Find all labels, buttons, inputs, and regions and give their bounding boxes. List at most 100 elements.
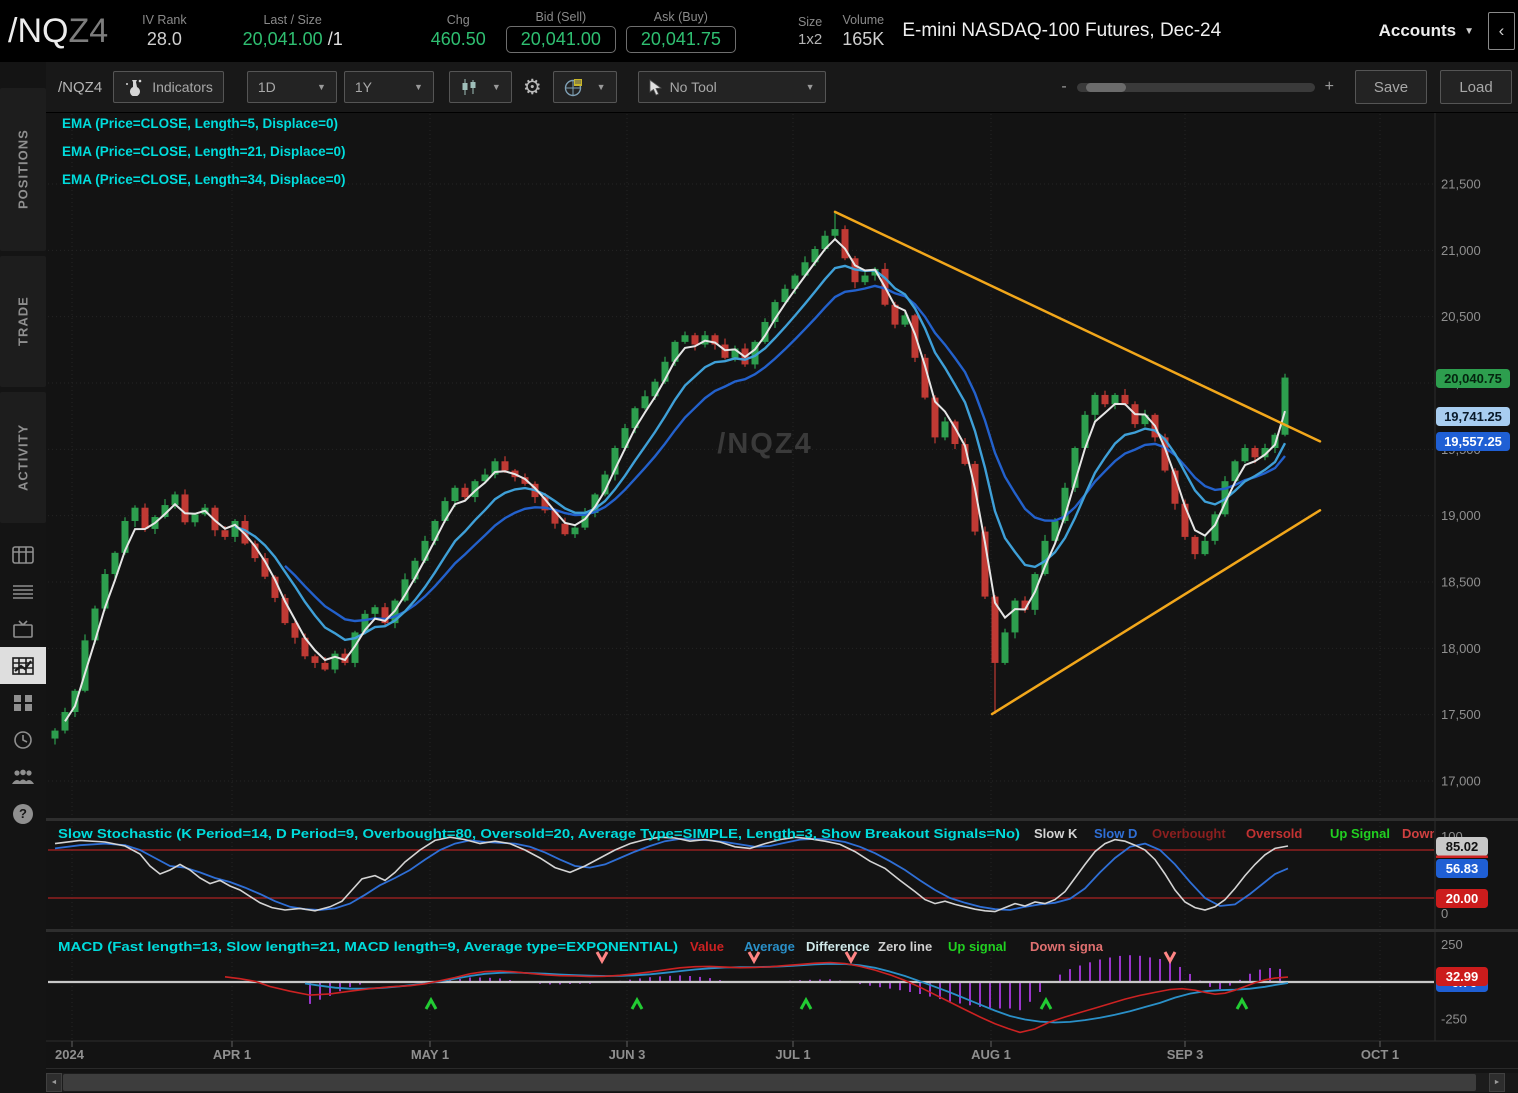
svg-text:85.02: 85.02 (1446, 839, 1479, 854)
zoom-in-button[interactable]: + (1324, 78, 1334, 95)
symbol-watermark: /NQZ4 (717, 428, 812, 460)
chart-mode-dropdown[interactable]: ▼ (552, 71, 617, 103)
svg-text:17,500: 17,500 (1441, 707, 1481, 722)
macd-label: MACD (Fast length=13, Slow length=21, MA… (58, 939, 678, 954)
stochastic-label: Slow Stochastic (K Period=14, D Period=9… (58, 826, 1020, 841)
grid-icon[interactable] (0, 684, 46, 721)
chart-symbol-label: /NQZ4 (58, 78, 103, 96)
macd-legend-item: Value (690, 939, 724, 954)
zoom-slider[interactable] (1076, 82, 1315, 92)
svg-text:21,500: 21,500 (1441, 177, 1481, 192)
chg-label: Chg (446, 12, 470, 27)
svg-text:19,000: 19,000 (1441, 508, 1481, 523)
gridlines (48, 114, 1434, 1041)
chart-toolbar: /NQZ4 Indicators 1D ▼ 1Y ▼ ▼ ⚙ (46, 62, 1518, 113)
help-icon[interactable]: ? (0, 795, 46, 832)
oversold-badge: 20.00 (1436, 889, 1488, 908)
svg-text:SEP 3: SEP 3 (1167, 1047, 1204, 1062)
drawing-tool-dropdown[interactable]: No Tool ▼ (637, 71, 826, 103)
timeframe-dropdown[interactable]: 1D ▼ (246, 71, 337, 103)
macd-panel: MACD (Fast length=13, Slow length=21, MA… (48, 939, 1434, 1034)
up-signal-arrow (630, 996, 644, 1010)
macd-average-line (304, 962, 1289, 1024)
svg-text:56.83: 56.83 (1446, 861, 1479, 876)
scroll-left-button[interactable]: ◄ (46, 1072, 62, 1092)
tab-trade[interactable]: TRADE (0, 256, 46, 387)
volume-field: Volume 165K (842, 13, 884, 50)
size-field: Size 1x2 (798, 15, 822, 48)
zoom-slider-thumb[interactable] (1086, 82, 1127, 92)
chevron-left-icon: ‹ (1498, 21, 1505, 40)
chevron-down-icon: ▼ (596, 82, 606, 92)
watchlist-icon[interactable] (0, 573, 46, 610)
zoom-out-button[interactable]: - (1061, 78, 1067, 95)
chevron-down-icon: ▼ (805, 82, 815, 92)
stochastic-legend-item: Down Signal (1402, 826, 1480, 841)
ask-button[interactable]: 20,041.75 (625, 25, 736, 53)
ask-field: Ask (Buy) 20,041.75 (625, 10, 736, 53)
range-dropdown[interactable]: 1Y ▼ (343, 71, 434, 103)
slow-d-line (54, 837, 1289, 911)
save-button[interactable]: Save (1355, 70, 1427, 104)
macd-legend-item: Difference (806, 939, 870, 954)
tab-positions[interactable]: POSITIONS (0, 88, 46, 251)
iv-rank-field: IV Rank 28.0 (142, 13, 186, 50)
stochastic-legend-item: Oversold (1246, 826, 1302, 841)
stochastic-legend-item: Slow K (1034, 826, 1078, 841)
slow-k-badge: 85.02 (1436, 837, 1488, 858)
chevron-down-icon: ▼ (316, 82, 326, 92)
down-signal-arrow (595, 951, 609, 965)
up-signal-arrow (1039, 996, 1053, 1010)
slow-d-badge: 56.83 (1436, 859, 1488, 878)
svg-text:17,000: 17,000 (1441, 773, 1481, 788)
svg-text:JUN 3: JUN 3 (609, 1047, 646, 1062)
tv-icon[interactable] (0, 610, 46, 647)
history-clock-icon[interactable] (0, 721, 46, 758)
chart-background (46, 113, 1518, 1068)
mouse-cursor-icon (649, 78, 662, 96)
chart-type-dropdown[interactable]: ▼ (448, 71, 512, 103)
price-chart[interactable]: /NQZ4 EMA (Price=CLOSE, Length=5, Displac… (46, 113, 1518, 1068)
up-signal-arrow (424, 996, 438, 1010)
community-people-icon[interactable] (0, 758, 46, 795)
load-button[interactable]: Load (1440, 70, 1512, 104)
scrollbar-track[interactable] (62, 1072, 1489, 1092)
quotes-monitor-icon[interactable] (0, 536, 46, 573)
trendline[interactable] (990, 509, 1322, 716)
svg-text:250: 250 (1441, 937, 1463, 952)
volume-value: 165K (842, 28, 885, 49)
svg-text:OCT 1: OCT 1 (1361, 1047, 1399, 1062)
tab-activity[interactable]: ACTIVITY (0, 392, 46, 523)
svg-text:-250: -250 (1441, 1011, 1467, 1026)
svg-text:2024: 2024 (55, 1047, 85, 1062)
charts-icon[interactable] (0, 647, 46, 684)
trendline[interactable] (833, 210, 1322, 443)
scrollbar-thumb[interactable] (63, 1073, 1476, 1091)
svg-text:18,500: 18,500 (1441, 574, 1481, 589)
accounts-menu[interactable]: Accounts ▼ (1379, 21, 1474, 41)
candlestick-chart-icon (462, 79, 476, 95)
stochastic-legend-item: Up Signal (1330, 826, 1390, 841)
instrument-description: E-mini NASDAQ-100 Futures, Dec-24 (902, 20, 1222, 41)
svg-text:JUL 1: JUL 1 (775, 1047, 810, 1062)
bid-button[interactable]: 20,041.00 (505, 25, 616, 53)
ema21-value-badge: 19,741.25 (1436, 407, 1510, 426)
plot-area: /NQZ4 EMA (Price=CLOSE, Length=5, Displac… (51, 116, 1322, 745)
slow-k-line (54, 836, 1289, 913)
ema-settings-label: EMA (Price=CLOSE, Length=21, Displace=0) (62, 144, 345, 159)
scroll-right-button[interactable]: ► (1489, 1072, 1505, 1092)
collapse-panel-button[interactable]: ‹ (1488, 12, 1515, 50)
gear-icon: ⚙ (522, 75, 542, 99)
macd-legend-item: Up signal (948, 939, 1007, 954)
chart-settings-button[interactable]: ⚙ (519, 75, 546, 100)
up-signal-arrow (1235, 996, 1249, 1010)
macd-legend-item: Average (744, 939, 795, 954)
time-axis: 2024 APR 1 MAY 1 JUN 3 JUL 1 AUG 1 SEP 3 OCT 1 (55, 1041, 1399, 1062)
svg-text:20.00: 20.00 (1446, 891, 1479, 906)
chevron-down-icon: ▼ (1464, 25, 1474, 37)
svg-text:0: 0 (1441, 906, 1448, 921)
last-price-value: 20,041.00 (242, 28, 323, 49)
indicators-button[interactable]: Indicators (113, 71, 224, 103)
down-signal-arrow (747, 951, 761, 965)
